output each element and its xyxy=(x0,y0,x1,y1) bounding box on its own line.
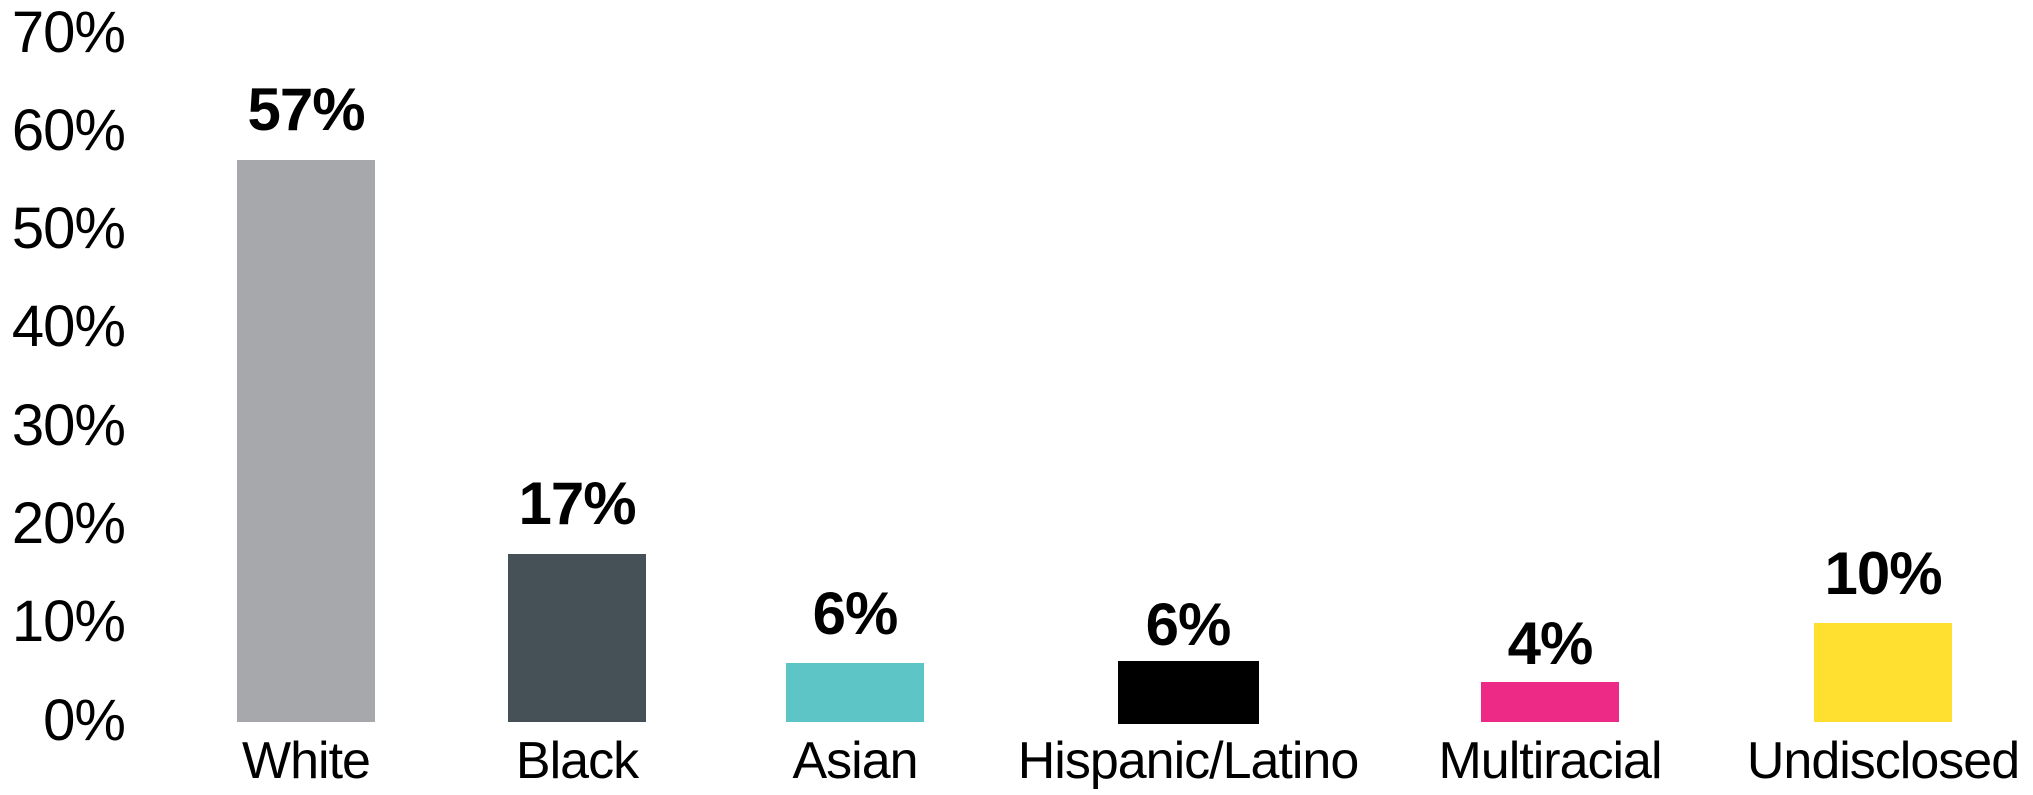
y-tick-30: 30% xyxy=(11,393,126,458)
bar-multiracial xyxy=(1481,682,1619,722)
y-tick-60: 60% xyxy=(11,98,126,163)
category-label: Hispanic/Latino xyxy=(1017,732,1360,790)
y-tick-70: 70% xyxy=(11,0,126,65)
bar-value-label: 4% xyxy=(1507,610,1594,677)
bar-value-label: 6% xyxy=(1145,591,1232,658)
bar-black xyxy=(508,554,646,722)
bar-value-label: 17% xyxy=(518,470,636,537)
y-tick-10: 10% xyxy=(11,589,126,654)
bar-undisclosed xyxy=(1814,623,1952,722)
category-label: Black xyxy=(515,732,639,790)
y-tick-50: 50% xyxy=(11,196,126,261)
category-label: Undisclosed xyxy=(1746,732,2020,790)
y-tick-0: 0% xyxy=(43,688,126,753)
bar-hispanic-latino xyxy=(1118,661,1259,724)
y-tick-20: 20% xyxy=(11,491,126,556)
category-label: White xyxy=(242,732,371,790)
category-label: Asian xyxy=(792,732,918,790)
category-label: Multiracial xyxy=(1438,732,1662,790)
bar-white xyxy=(237,160,375,722)
y-tick-40: 40% xyxy=(11,294,126,359)
bar-value-label: 6% xyxy=(812,580,899,647)
bar-value-label: 10% xyxy=(1824,540,1942,607)
bar-asian xyxy=(786,663,924,722)
bar-value-label: 57% xyxy=(247,76,365,143)
